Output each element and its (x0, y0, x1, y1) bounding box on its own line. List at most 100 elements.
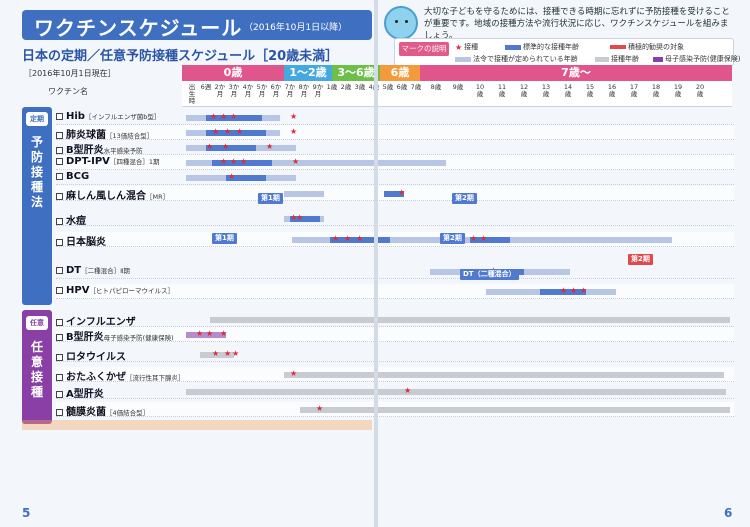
table-row: A型肝炎 ★ (56, 384, 734, 400)
vaccine-note: ［二種混合］Ⅱ期 (81, 267, 130, 275)
checkbox[interactable] (56, 286, 63, 294)
dose-star-icon: ★ (296, 213, 304, 222)
checkbox[interactable] (56, 172, 63, 180)
vaccine-name: B型肝炎水平感染予防 (56, 141, 143, 156)
dose-star-icon: ★ (292, 157, 300, 166)
age-header (182, 81, 732, 107)
vaccine-label: B型肝炎 (66, 332, 104, 343)
stage-label: 第2期 (452, 193, 477, 204)
age-band-2: 3〜6歳 (332, 65, 380, 81)
age-tick: 4歳 (368, 84, 380, 91)
page-number-right: 6 (724, 506, 733, 520)
checkbox[interactable] (56, 408, 63, 416)
dose-star-icon: ★ (232, 349, 240, 358)
age-tick: 1歳 (326, 83, 338, 91)
checkbox[interactable] (56, 318, 63, 326)
age-band-1: 1〜2歳 (284, 65, 332, 81)
age-tick: 17歳 (629, 83, 639, 98)
age-band-3: 6歳 (380, 65, 420, 81)
dose-star-icon: ★ (290, 213, 298, 222)
vaccine-label: 髄膜炎菌 (66, 407, 106, 418)
vaccine-label: おたふくかぜ (66, 372, 126, 383)
age-tick: 3か月 (228, 83, 240, 98)
vaccine-note: 水平感染予防 (103, 147, 143, 155)
dose-star-icon: ★ (398, 188, 406, 197)
age-tick: 出生時 (188, 83, 196, 105)
vaccine-label: 肺炎球菌 (66, 130, 106, 141)
checkbox[interactable] (56, 192, 63, 200)
dose-star-icon: ★ (316, 404, 324, 413)
age-tick: 16歳 (607, 83, 617, 98)
routine-tag: 定期 (26, 112, 48, 126)
checkbox[interactable] (56, 131, 63, 139)
checkbox[interactable] (56, 333, 63, 341)
checkbox[interactable] (56, 157, 63, 165)
age-tick: 5歳 (382, 83, 394, 91)
dose-star-icon: ★ (560, 286, 568, 295)
legend-item: 法令で接種が定められている年齢 (455, 54, 578, 64)
dose-star-icon: ★ (212, 349, 220, 358)
legend-item: ★ 接種 (455, 42, 479, 52)
note-strip (22, 420, 372, 430)
dose-star-icon: ★ (228, 172, 236, 181)
table-row: B型肝炎水平感染予防 ★ ★ ★ (56, 140, 734, 156)
vaccine-name: B型肝炎母子感染予防(健康保険) (56, 328, 174, 343)
dose-star-icon: ★ (580, 286, 588, 295)
age-tick: 9歳 (452, 83, 464, 91)
dose-star-icon: ★ (230, 112, 238, 121)
checkbox[interactable] (56, 112, 63, 120)
checkbox[interactable] (56, 238, 63, 246)
vaccine-column-header: ワクチン名 (48, 87, 88, 96)
dose-star-icon: ★ (332, 234, 340, 243)
checkbox[interactable] (56, 217, 63, 225)
age-tick: 13歳 (541, 83, 551, 98)
checkbox[interactable] (56, 373, 63, 381)
dose-star-icon: ★ (196, 329, 204, 338)
checkbox[interactable] (56, 266, 63, 274)
dose-star-icon: ★ (224, 127, 232, 136)
as-of-date: ［2016年10月1日現在］ (24, 69, 116, 78)
dose-star-icon: ★ (222, 142, 230, 151)
vaccine-note: ［13価結合型］ (106, 132, 154, 140)
page-number-left: 5 (22, 506, 31, 520)
dose-star-icon: ★ (290, 127, 298, 136)
vaccine-label: DPT-IPV (66, 156, 110, 167)
checkbox[interactable] (56, 146, 63, 154)
checkbox[interactable] (56, 353, 63, 361)
age-tick: 9か月 (312, 83, 324, 98)
schedule-bar (290, 216, 320, 222)
schedule-bar (330, 237, 390, 243)
dose-star-icon: ★ (290, 369, 298, 378)
vaccine-name: HPV［ヒトパピローマウイルス］ (56, 285, 174, 296)
vaccine-name: ロタウイルス (56, 348, 126, 363)
vaccine-name: 肺炎球菌［13価結合型］ (56, 126, 153, 141)
table-row: 肺炎球菌［13価結合型］ ★ ★ ★ ★ (56, 125, 734, 141)
checkbox[interactable] (56, 390, 63, 398)
legend-title: マークの説明 (399, 42, 449, 56)
vaccine-name: おたふくかぜ［流行性耳下腺炎］ (56, 368, 185, 383)
dose-star-icon: ★ (236, 127, 244, 136)
vaccine-label: 日本脳炎 (66, 237, 106, 248)
intro-text: 大切な子どもを守るためには、接種できる時期に忘れずに予防接種を受けることが重要で… (424, 7, 730, 41)
vaccine-note: ［流行性耳下腺炎］ (126, 374, 185, 382)
vaccine-name: DPT-IPV［四種混合］1期 (56, 156, 160, 167)
schedule-bar (200, 352, 234, 358)
dose-star-icon: ★ (212, 127, 220, 136)
table-row: BCG ★ (56, 170, 734, 185)
vaccine-name: DT［二種混合］Ⅱ期 (56, 265, 130, 276)
dose-star-icon: ★ (266, 142, 274, 151)
age-tick: 6歳 (396, 83, 408, 91)
table-row: 麻しん風しん混合［MR］ ★ (56, 186, 734, 202)
vaccine-note: ［四種混合］1期 (109, 158, 160, 166)
vaccine-label: HPV (66, 285, 90, 296)
optional-tag: 任意 (26, 316, 48, 330)
age-tick: 6か月 (270, 83, 282, 98)
schedule-bar (210, 317, 730, 323)
schedule-bar (212, 160, 272, 166)
vaccine-note: ［MR］ (146, 193, 170, 201)
legend-item: 積極的勧奨の対象 (610, 42, 684, 52)
age-tick: 6週 (200, 83, 212, 91)
dose-star-icon: ★ (224, 349, 232, 358)
dose-star-icon: ★ (570, 286, 578, 295)
vaccine-note: ［4価結合型］ (106, 409, 150, 417)
